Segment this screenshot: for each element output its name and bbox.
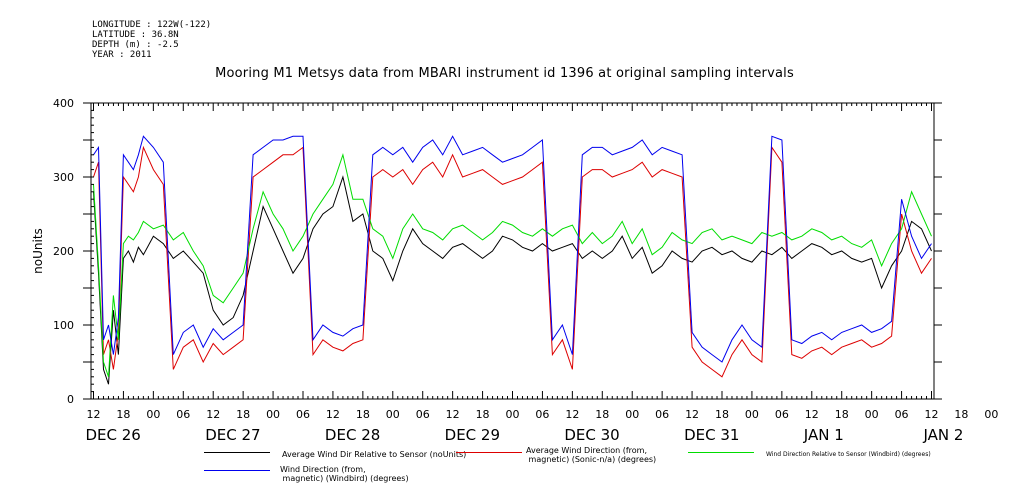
x-tick-label: 18 xyxy=(715,408,729,421)
day-label: DEC 30 xyxy=(564,426,619,444)
x-tick-label: 00 xyxy=(745,408,759,421)
x-tick-label: 00 xyxy=(266,408,280,421)
y-tick-label: 0 xyxy=(67,393,74,406)
metadata-latitude: LATITUDE : 36.8N xyxy=(92,30,179,40)
day-label: JAN 2 xyxy=(923,426,964,444)
x-tick-label: 06 xyxy=(176,408,190,421)
x-tick-label: 12 xyxy=(206,408,220,421)
y-tick-label: 100 xyxy=(53,319,74,332)
x-tick-label: 00 xyxy=(506,408,520,421)
x-tick-label: 12 xyxy=(925,408,939,421)
x-tick-label: 12 xyxy=(565,408,579,421)
x-tick-label: 06 xyxy=(655,408,669,421)
x-tick-label: 18 xyxy=(236,408,250,421)
day-label: DEC 26 xyxy=(85,426,140,444)
x-tick-label: 06 xyxy=(775,408,789,421)
series-line-relative-sensor xyxy=(93,175,932,385)
day-label: DEC 28 xyxy=(325,426,380,444)
y-tick-label: 200 xyxy=(53,245,74,258)
x-tick-label: 18 xyxy=(835,408,849,421)
series-line-sonic xyxy=(93,145,932,378)
legend-swatch-windbird-relative xyxy=(688,452,754,453)
x-tick-label: 12 xyxy=(805,408,819,421)
x-tick-label: 18 xyxy=(356,408,370,421)
day-label: DEC 29 xyxy=(445,426,500,444)
x-tick-label: 12 xyxy=(326,408,340,421)
legend-swatch-relative-sensor xyxy=(204,452,270,453)
x-tick-label: 06 xyxy=(895,408,909,421)
x-tick-label: 00 xyxy=(146,408,160,421)
x-tick-label: 18 xyxy=(476,408,490,421)
x-tick-label: 06 xyxy=(416,408,430,421)
metadata-longitude: LONGITUDE : 122W(-122) xyxy=(92,20,212,30)
legend-label-sonic: Average Wind Direction (from, magnetic) … xyxy=(526,446,657,464)
day-label: JAN 1 xyxy=(803,426,844,444)
x-tick-label: 06 xyxy=(535,408,549,421)
legend-swatch-windbird-magnetic xyxy=(204,470,270,471)
x-tick-label: 00 xyxy=(984,408,998,421)
legend-label-windbird-relative: Wind Direction Relative to Sensor (Windb… xyxy=(766,451,931,458)
legend-swatch-sonic xyxy=(456,452,522,453)
metadata-block: LONGITUDE : 122W(-122) LATITUDE : 36.8N … xyxy=(92,20,211,60)
x-tick-label: 18 xyxy=(954,408,968,421)
series-line-windbird-relative xyxy=(93,152,932,377)
x-tick-label: 00 xyxy=(625,408,639,421)
metadata-depth: DEPTH (m) : -2.5 xyxy=(92,40,179,50)
x-tick-label: 12 xyxy=(685,408,699,421)
x-tick-label: 18 xyxy=(595,408,609,421)
legend-label-windbird-magnetic: Wind Direction (from, magnetic) (Windbir… xyxy=(280,465,409,483)
day-label: DEC 27 xyxy=(205,426,260,444)
x-tick-label: 06 xyxy=(296,408,310,421)
y-tick-label: 400 xyxy=(53,97,74,110)
y-tick-label: 300 xyxy=(53,171,74,184)
y-axis-label: noUnits xyxy=(31,228,45,274)
legend-label-relative-sensor: Average Wind Dir Relative to Sensor (noU… xyxy=(282,450,467,459)
metadata-year: YEAR : 2011 xyxy=(92,50,152,60)
x-tick-label: 12 xyxy=(446,408,460,421)
chart-title: Mooring M1 Metsys data from MBARI instru… xyxy=(215,66,794,81)
x-tick-label: 00 xyxy=(865,408,879,421)
x-tick-label: 18 xyxy=(116,408,130,421)
x-tick-label: 00 xyxy=(386,408,400,421)
x-tick-label: 12 xyxy=(86,408,100,421)
series-line-windbird-magnetic xyxy=(93,135,932,363)
day-label: DEC 31 xyxy=(684,426,739,444)
